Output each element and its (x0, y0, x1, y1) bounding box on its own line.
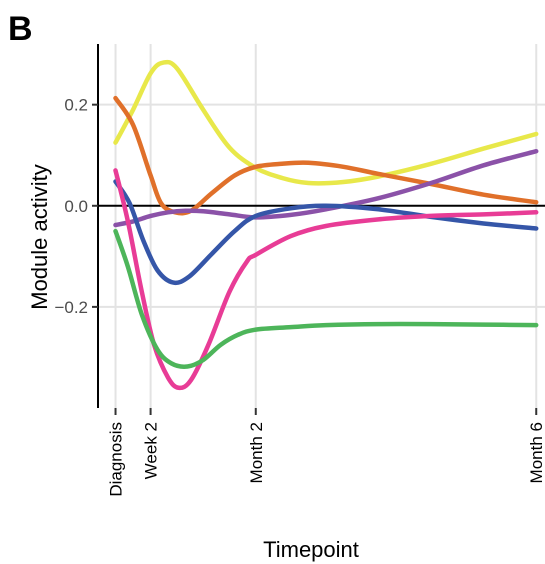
series-line-6 (113, 228, 539, 369)
axis-layer (92, 44, 538, 415)
series-line-3 (113, 148, 539, 228)
x-tick-labels: Diagnosis Week 2 Month 2 Month 6 (107, 422, 545, 497)
y-tick-label-0: 0.2 (64, 96, 88, 115)
y-axis-title: Module activity (27, 164, 52, 310)
x-axis-title: Timepoint (263, 537, 359, 562)
y-tick-labels: 0.2 0.0 −0.2 (54, 96, 88, 317)
series-line-2 (113, 95, 539, 216)
x-tick-label-0: Diagnosis (107, 422, 126, 497)
series-line-4 (113, 179, 539, 286)
series-layer (113, 59, 539, 391)
y-tick-label-2: −0.2 (54, 298, 88, 317)
gridlines (98, 44, 545, 408)
panel-label: B (8, 10, 33, 48)
x-tick-label-1: Week 2 (142, 422, 161, 479)
x-tick-label-2: Month 2 (247, 422, 266, 483)
x-tick-label-3: Month 6 (527, 422, 545, 483)
y-tick-label-1: 0.0 (64, 197, 88, 216)
series-line-5 (113, 168, 539, 391)
